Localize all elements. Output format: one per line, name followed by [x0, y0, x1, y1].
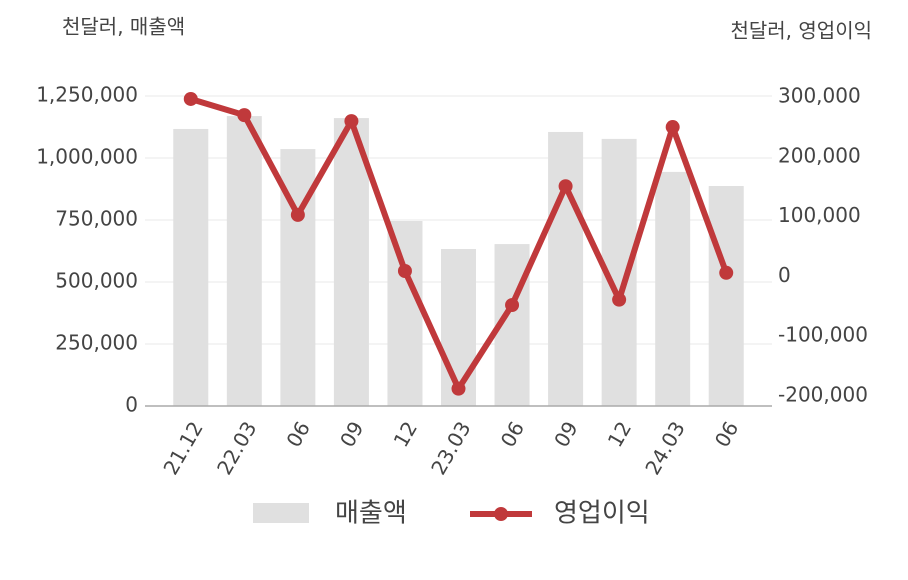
legend-swatch — [253, 503, 309, 523]
x-tick-label: 23.03 — [426, 417, 475, 479]
y-tick-label: 1,250,000 — [36, 83, 138, 107]
y-tick-label: 250,000 — [55, 331, 138, 355]
x-tick-label: 12 — [603, 417, 637, 451]
y2-axis-title: 천달러, 영업이익 — [730, 19, 872, 43]
line-point — [344, 114, 359, 129]
y2-tick-label: -200,000 — [778, 382, 868, 406]
x-tick-label: 21.12 — [158, 417, 207, 479]
line-point — [719, 265, 734, 280]
y2-tick-label: 100,000 — [778, 203, 861, 227]
y2-tick-label: 200,000 — [778, 143, 861, 167]
x-tick-label: 12 — [389, 417, 423, 451]
line-point — [558, 179, 573, 194]
legend-label: 매출액 — [335, 499, 407, 529]
y-tick-label: 500,000 — [55, 269, 138, 293]
bar — [387, 220, 423, 406]
x-tick-label: 24.03 — [640, 417, 689, 479]
x-tick-label: 06 — [496, 417, 530, 451]
x-tick-label: 09 — [549, 417, 583, 451]
bar — [548, 131, 584, 406]
line-point — [290, 207, 305, 222]
x-tick-label: 06 — [281, 417, 315, 451]
y-tick-label: 750,000 — [55, 207, 138, 231]
y-axis-title: 천달러, 매출액 — [62, 15, 185, 39]
line-point — [665, 120, 680, 135]
line-point — [612, 292, 627, 307]
legend-label: 영업이익 — [554, 499, 650, 529]
line-point — [397, 264, 412, 279]
bar — [226, 116, 262, 406]
bar — [708, 186, 744, 406]
x-tick-label: 09 — [335, 417, 369, 451]
bar — [333, 118, 369, 407]
x-tick-label: 06 — [710, 417, 744, 451]
bar — [173, 128, 209, 406]
legend-swatch — [494, 507, 508, 521]
x-tick-label: 22.03 — [212, 417, 261, 479]
y-tick-label: 1,000,000 — [36, 145, 138, 169]
y2-tick-label: 0 — [778, 263, 791, 287]
line-point — [505, 298, 520, 313]
y2-tick-label: -100,000 — [778, 323, 868, 347]
bar — [441, 249, 476, 406]
line-point — [183, 91, 198, 106]
y-tick-label: 0 — [125, 393, 138, 417]
y2-tick-label: 300,000 — [778, 84, 861, 108]
line-point — [451, 381, 466, 396]
line-point — [237, 108, 252, 123]
bar — [655, 171, 691, 406]
